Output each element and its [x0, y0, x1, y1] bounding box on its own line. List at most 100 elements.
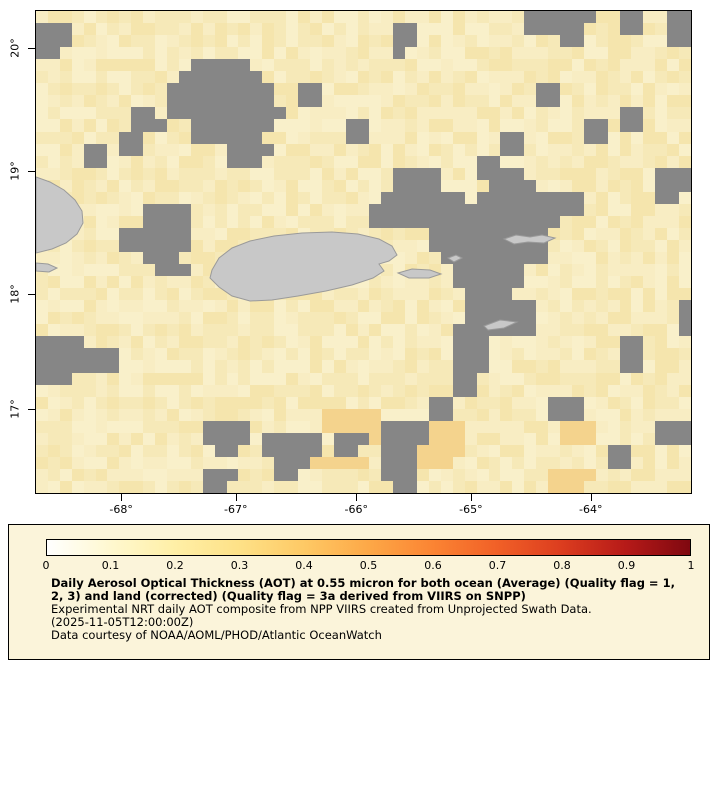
aot-cell [357, 264, 370, 277]
aot-cell [143, 456, 156, 469]
aot-cell [655, 264, 668, 277]
aot-cell [452, 312, 465, 325]
aot-cell [131, 300, 144, 313]
aot-cell [131, 107, 144, 120]
aot-cell [226, 336, 239, 349]
aot-cell [202, 95, 215, 108]
lon-tick [356, 493, 358, 501]
aot-cell [214, 155, 227, 168]
aot-cell [357, 47, 370, 60]
aot-cell [309, 432, 322, 445]
aot-cell [655, 456, 668, 469]
aot-cell [464, 191, 477, 204]
aot-cell [59, 360, 72, 373]
aot-cell [381, 360, 394, 373]
aot-cell [655, 276, 668, 289]
aot-cell [524, 47, 537, 60]
aot-cell [214, 264, 227, 277]
aot-cell [345, 372, 358, 385]
aot-cell [274, 396, 287, 409]
aot-cell [548, 59, 560, 72]
aot-cell [107, 11, 120, 24]
aot-cell [655, 384, 668, 397]
aot-cell [488, 288, 501, 301]
aot-cell [548, 35, 560, 48]
aot-cell [524, 143, 537, 156]
aot-cell [548, 203, 560, 216]
aot-cell [131, 312, 144, 325]
aot-cell [548, 432, 560, 445]
aot-cell [357, 408, 370, 421]
aot-cell [226, 131, 239, 144]
aot-cell [440, 71, 453, 84]
aot-cell [560, 203, 572, 216]
aot-cell [393, 252, 406, 265]
aot-cell [417, 131, 429, 144]
aot-cell [71, 179, 84, 192]
aot-cell [643, 336, 656, 349]
aot-cell [405, 336, 418, 349]
aot-cell [119, 372, 132, 385]
aot-cell [190, 408, 203, 421]
aot-cell [405, 83, 418, 96]
aot-cell [107, 420, 120, 433]
aot-cell [131, 480, 144, 493]
aot-cell [548, 468, 560, 481]
aot-cell [226, 191, 239, 204]
aot-cell [464, 71, 477, 84]
aot-cell [59, 215, 72, 228]
aot-cell [345, 276, 358, 289]
aot-cell [131, 47, 144, 60]
aot-cell [512, 179, 525, 192]
aot-cell [417, 456, 429, 469]
aot-cell [309, 324, 322, 337]
aot-cell [226, 312, 239, 325]
aot-cell [167, 336, 179, 349]
aot-cell [488, 372, 501, 385]
aot-cell [464, 167, 477, 180]
aot-cell [36, 47, 48, 60]
aot-cell [429, 203, 441, 216]
aot-cell [357, 336, 370, 349]
aot-cell [47, 95, 60, 108]
aot-cell [190, 227, 203, 240]
aot-cell [274, 107, 287, 120]
aot-cell [464, 300, 477, 313]
aot-cell [583, 336, 596, 349]
aot-cell [548, 131, 560, 144]
aot-cell [393, 360, 406, 373]
aot-cell [643, 35, 656, 48]
aot-cell [298, 131, 310, 144]
aot-cell [619, 179, 632, 192]
aot-cell [667, 276, 680, 289]
aot-cell [488, 131, 501, 144]
aot-cell [59, 288, 72, 301]
aot-cell [393, 143, 406, 156]
aot-cell [202, 336, 215, 349]
aot-cell [333, 143, 346, 156]
aot-cell [95, 300, 108, 313]
aot-cell [167, 360, 179, 373]
aot-cell [488, 384, 501, 397]
aot-cell [357, 155, 370, 168]
aot-cell [226, 59, 239, 72]
aot-cell [643, 47, 656, 60]
aot-cell [405, 372, 418, 385]
aot-cell [59, 276, 72, 289]
aot-cell [571, 348, 584, 361]
aot-cell [405, 384, 418, 397]
aot-cell [345, 480, 358, 493]
aot-cell [500, 35, 513, 48]
aot-cell [548, 143, 560, 156]
aot-cell [464, 408, 477, 421]
aot-cell [512, 348, 525, 361]
aot-cell [679, 83, 691, 96]
aot-cell [655, 360, 668, 373]
aot-cell [464, 143, 477, 156]
aot-cell [214, 324, 227, 337]
aot-cell [202, 191, 215, 204]
aot-cell [321, 119, 334, 132]
aot-cell [47, 35, 60, 48]
aot-cell [667, 432, 680, 445]
product-description-line: Data courtesy of NOAA/AOML/PHOD/Atlantic… [51, 628, 382, 642]
